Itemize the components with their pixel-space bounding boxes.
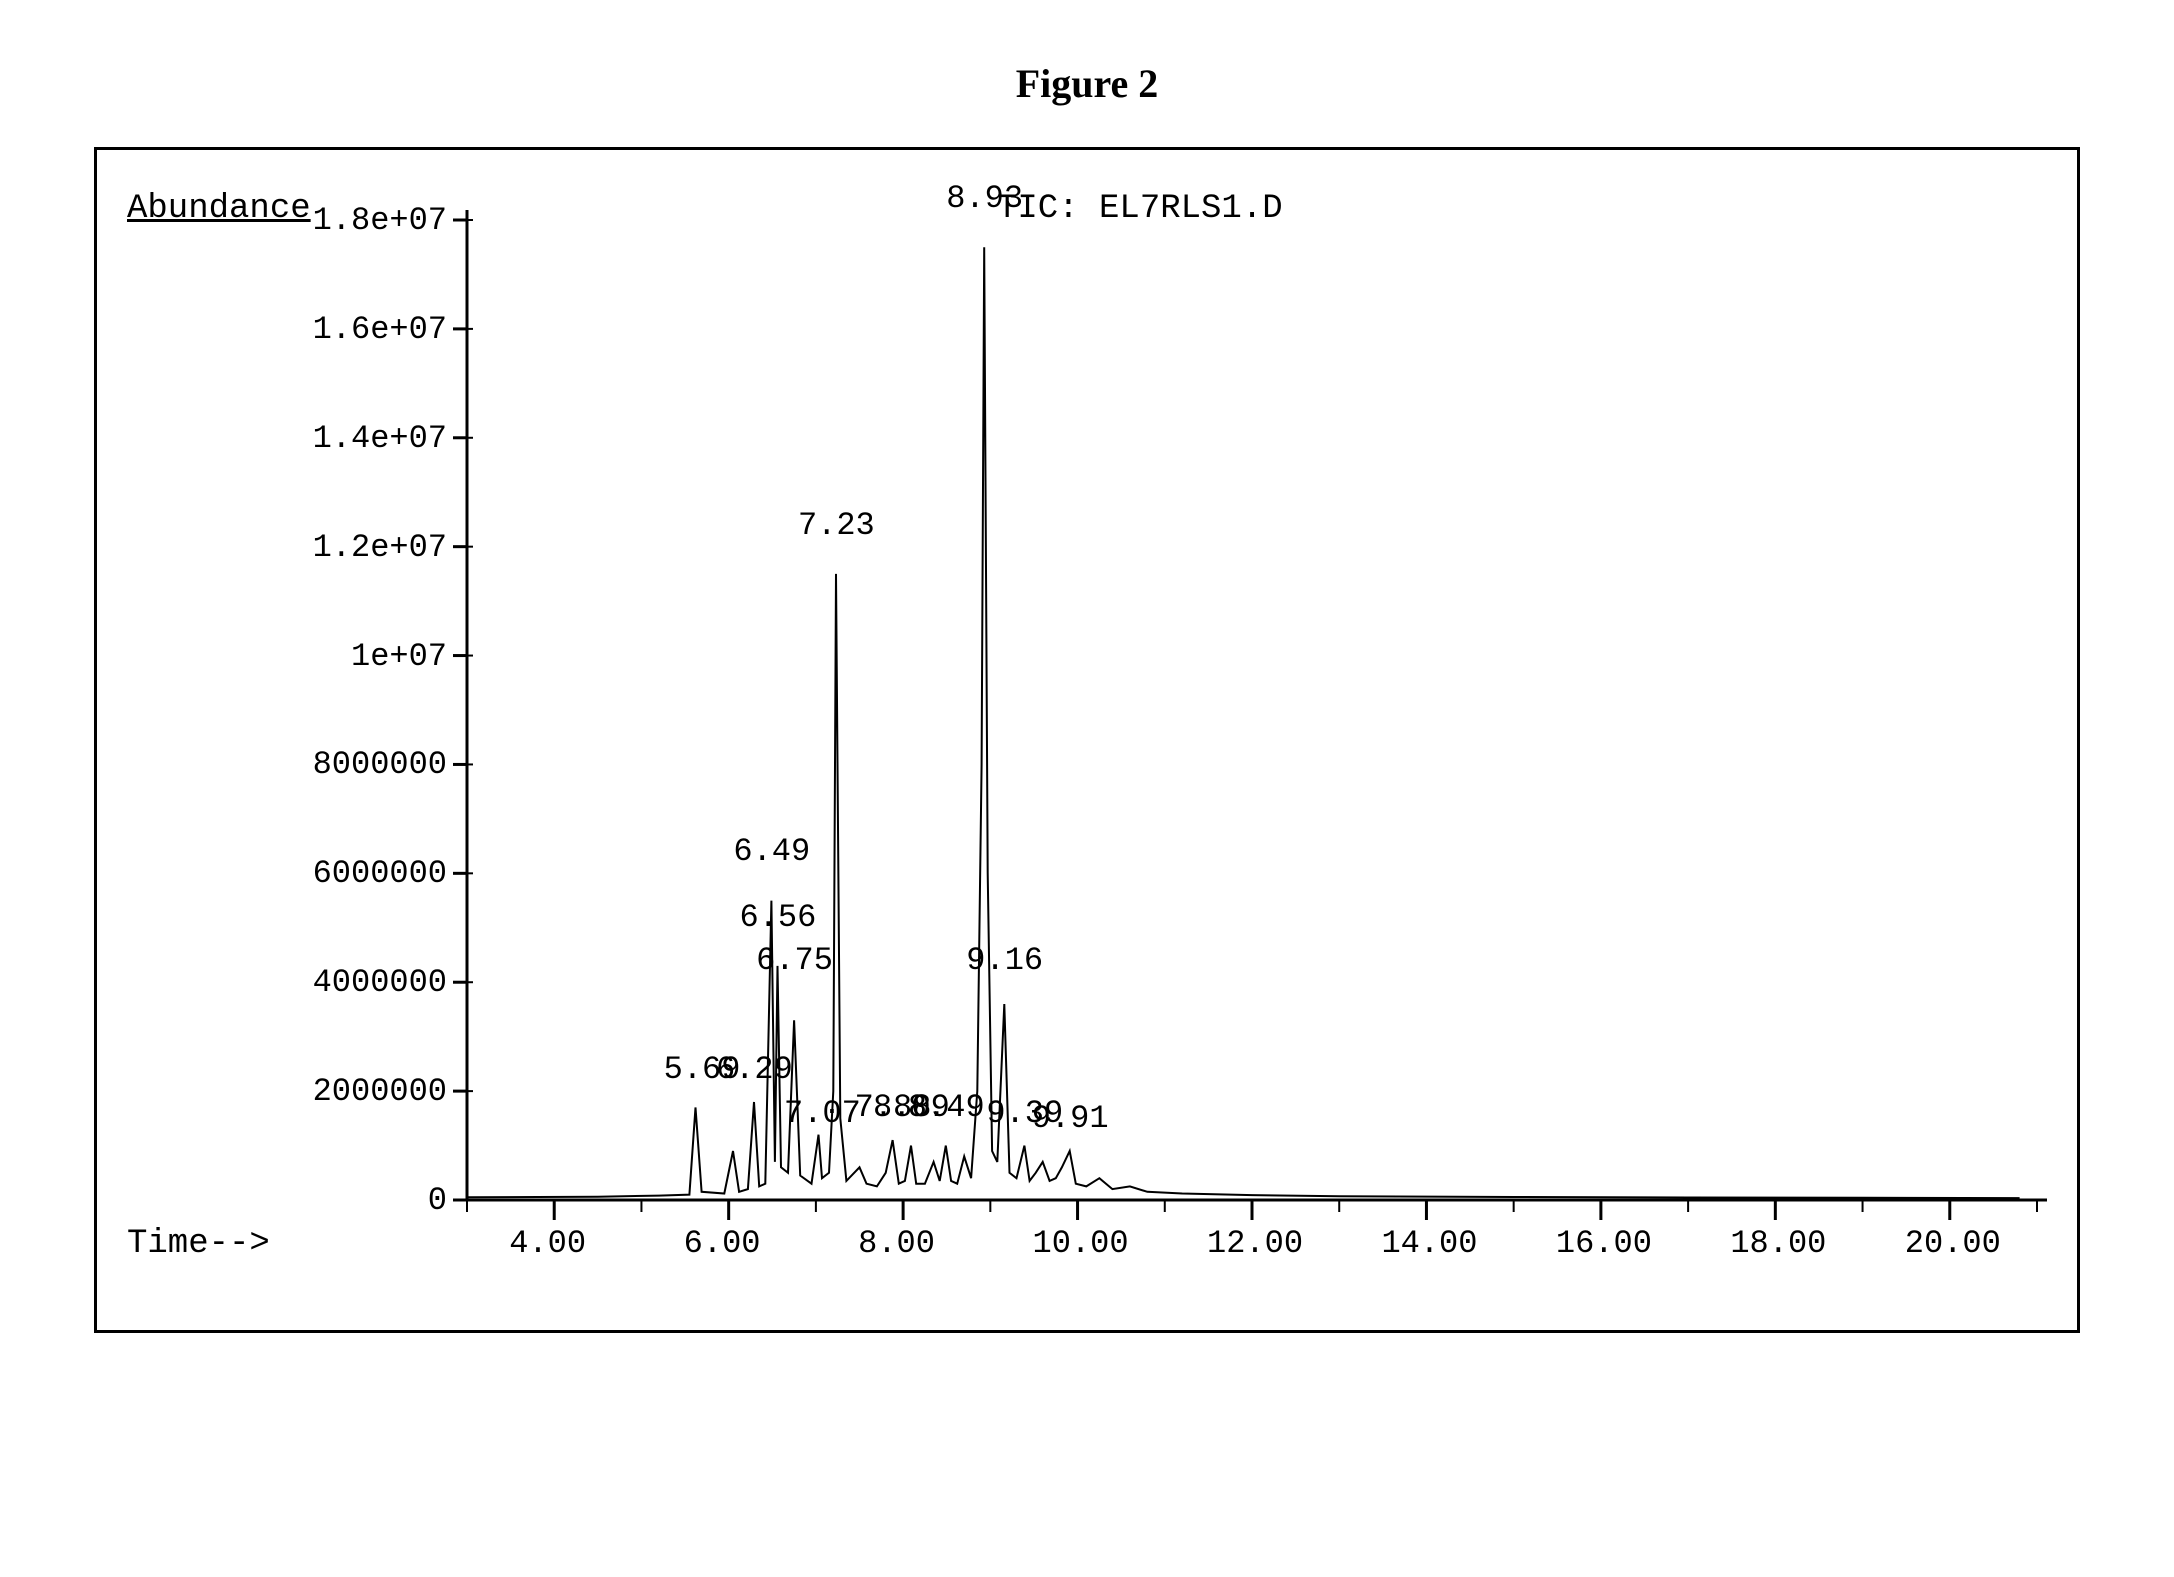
peak-label: 9.91 (1032, 1100, 1109, 1137)
peak-label: 8.49 (908, 1089, 985, 1126)
y-tick-label: 4000000 (313, 964, 447, 1001)
x-tick-label: 4.00 (509, 1225, 586, 1262)
peak-label: 7.07 (784, 1095, 861, 1132)
x-tick-label: 6.00 (684, 1225, 761, 1262)
x-tick-label: 8.00 (858, 1225, 935, 1262)
chart-area: Abundance TIC: EL7RLS1.D 020000004000000… (97, 150, 2077, 1330)
y-tick-label: 1.2e+07 (313, 529, 447, 566)
x-axis-label: Time--> (127, 1225, 270, 1263)
peak-label: 9.16 (966, 942, 1043, 979)
peak-label: 6.49 (733, 833, 810, 870)
chart-frame: Abundance TIC: EL7RLS1.D 020000004000000… (94, 147, 2080, 1333)
x-tick-label: 18.00 (1730, 1225, 1826, 1262)
x-tick-label: 12.00 (1207, 1225, 1303, 1262)
x-tick-label: 14.00 (1381, 1225, 1477, 1262)
page: Figure 2 Abundance TIC: EL7RLS1.D 020000… (0, 0, 2174, 1577)
y-tick-label: 1.8e+07 (313, 202, 447, 239)
y-tick-label: 6000000 (313, 855, 447, 892)
peak-label: 6.75 (756, 942, 833, 979)
y-tick-label: 0 (428, 1182, 447, 1219)
figure-title: Figure 2 (0, 60, 2174, 107)
y-tick-label: 2000000 (313, 1073, 447, 1110)
x-tick-label: 20.00 (1905, 1225, 2001, 1262)
y-tick-label: 1e+07 (351, 638, 447, 675)
y-tick-label: 1.6e+07 (313, 311, 447, 348)
x-tick-label: 10.00 (1033, 1225, 1129, 1262)
x-tick-label: 16.00 (1556, 1225, 1652, 1262)
y-tick-label: 1.4e+07 (313, 420, 447, 457)
y-tick-label: 8000000 (313, 746, 447, 783)
peak-label: 7.23 (798, 507, 875, 544)
peak-label: 6.29 (716, 1051, 793, 1088)
peak-label: 6.56 (740, 899, 817, 936)
peak-label: 8.93 (946, 180, 1023, 217)
